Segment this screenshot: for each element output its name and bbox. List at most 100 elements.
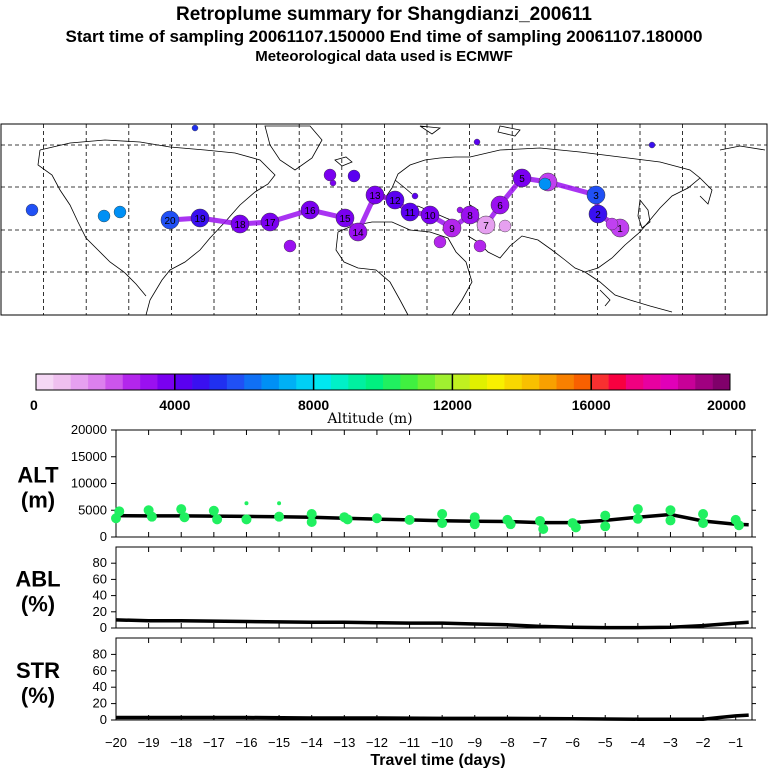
alt-cluster-point-27 <box>570 522 581 533</box>
ytick-label-str-3: 60 <box>93 663 107 678</box>
plume-cluster-16 <box>300 200 320 220</box>
plume-cluster-12 <box>385 190 405 210</box>
plume-cluster-label-8: 8 <box>467 211 473 222</box>
coast-arctic-islands <box>419 125 521 137</box>
plume-cluster-label-17: 17 <box>264 218 276 229</box>
plume-scatter-7 <box>473 239 487 253</box>
plume-cluster-label-10: 10 <box>424 211 436 222</box>
colorbar-swatch-38 <box>695 374 713 390</box>
alt-cluster-point-31 <box>632 513 643 524</box>
panel-label-abl: ABL <box>15 567 60 592</box>
xtick-label-18: −2 <box>696 735 711 750</box>
colorbar-swatch-16 <box>313 374 332 390</box>
colorbar-swatch-29 <box>539 374 557 390</box>
colorbar-swatch-25 <box>469 374 488 390</box>
alt-cluster-point-37 <box>733 520 744 531</box>
colorbar-swatch-28 <box>521 374 540 390</box>
alt-cluster-point-7 <box>212 514 223 525</box>
plume-cluster-label-19: 19 <box>194 214 206 225</box>
plume-cluster-8 <box>460 205 480 225</box>
plume-cluster-9 <box>442 218 462 238</box>
plume-scatter-9 <box>538 177 552 191</box>
plume-trajectory: 1234567891011121314151617181920 <box>25 124 656 253</box>
plume-cluster-label-15: 15 <box>339 214 351 225</box>
colorbar-swatch-19 <box>365 374 384 390</box>
coast-japan <box>637 199 651 229</box>
colorbar-swatch-21 <box>400 374 418 390</box>
colorbar-tick-label-5: 20000 <box>707 397 746 413</box>
colorbar-swatch-30 <box>556 374 575 390</box>
plume-scatter-12 <box>473 138 481 146</box>
str-series-line <box>116 713 749 721</box>
alt-cluster-point-33 <box>665 515 676 526</box>
alt-cluster-point-15 <box>342 514 353 525</box>
ytick-label-abl-2: 40 <box>93 588 107 603</box>
plume-cluster-18 <box>230 214 250 234</box>
plume-scatter-5 <box>347 169 361 183</box>
ytick-label-abl-1: 20 <box>93 604 107 619</box>
plume-cluster-6 <box>490 195 510 215</box>
xtick-label-11: −9 <box>467 735 482 750</box>
colorbar-swatch-8 <box>174 374 193 390</box>
colorbar-tick-label-3: 12000 <box>433 397 472 413</box>
colorbar-swatch-15 <box>296 374 314 390</box>
alt-cluster-point-23 <box>505 519 516 530</box>
colorbar-swatch-9 <box>192 374 210 390</box>
alt-cluster-point-6 <box>208 505 219 516</box>
colorbar-swatch-11 <box>226 374 245 390</box>
map-gridlines <box>1 124 767 315</box>
plume-scatter-8 <box>498 219 512 233</box>
colorbar-swatch-6 <box>140 374 158 390</box>
xtick-label-4: −16 <box>235 735 257 750</box>
alt-cluster-point-17 <box>404 514 415 525</box>
plume-scatter-6 <box>433 235 447 249</box>
colorbar-swatch-26 <box>487 374 505 390</box>
ytick-label-alt-2: 10000 <box>71 476 107 491</box>
ytick-label-alt-4: 20000 <box>71 422 107 437</box>
plume-cluster-5 <box>512 168 532 188</box>
ytick-label-alt-1: 5000 <box>78 502 107 517</box>
plume-cluster-10 <box>420 205 440 225</box>
ytick-label-str-1: 20 <box>93 696 107 711</box>
alt-cluster-point-9 <box>241 514 252 525</box>
ytick-label-abl-4: 80 <box>93 555 107 570</box>
plume-scatter-15 <box>456 206 464 214</box>
xtick-label-16: −4 <box>630 735 645 750</box>
ytick-label-abl-0: 0 <box>100 620 107 635</box>
xtick-label-2: −18 <box>170 735 192 750</box>
alt-cluster-point-32 <box>665 505 676 516</box>
colorbar-tick-label-2: 8000 <box>298 397 329 413</box>
coast-north-america <box>37 139 276 316</box>
colorbar-swatch-4 <box>105 374 124 390</box>
plume-cluster-3 <box>586 185 606 205</box>
plume-cluster-label-18: 18 <box>234 220 246 231</box>
plume-cluster-label-12: 12 <box>389 196 401 207</box>
plume-cluster-label-16: 16 <box>304 206 316 217</box>
alt-cluster-point-34 <box>698 508 709 519</box>
alt-cluster-point-13 <box>306 517 317 528</box>
colorbar-swatch-22 <box>417 374 436 390</box>
coast-iceland <box>334 156 353 167</box>
panel-unit-str: (%) <box>21 683 55 708</box>
xtick-label-1: −19 <box>138 735 160 750</box>
plume-cluster-7 <box>476 215 496 235</box>
plume-scatter-3 <box>283 239 297 253</box>
colorbar-swatch-24 <box>452 374 471 390</box>
panel-unit-alt: (m) <box>21 488 55 513</box>
world-map: 1234567891011121314151617181920 <box>0 123 768 316</box>
alt-cluster-point-3 <box>146 511 157 522</box>
plume-cluster-label-7: 7 <box>483 221 489 232</box>
plume-cluster-13 <box>365 185 385 205</box>
colorbar-label: Altitude (m) <box>326 411 412 427</box>
xtick-label-3: −17 <box>203 735 225 750</box>
colorbar-swatch-18 <box>348 374 366 390</box>
panel-label-str: STR <box>16 658 60 683</box>
panel-unit-abl: (%) <box>21 592 55 617</box>
colorbar-swatch-7 <box>157 374 176 390</box>
colorbar-frame <box>35 373 731 391</box>
xtick-label-12: −8 <box>500 735 515 750</box>
ytick-label-alt-0: 0 <box>100 529 107 544</box>
xtick-label-15: −5 <box>598 735 613 750</box>
abl-series-line <box>115 618 749 630</box>
